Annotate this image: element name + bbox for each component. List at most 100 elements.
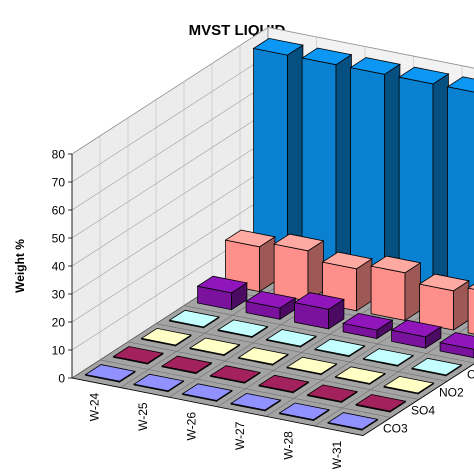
bar-top-face: [209, 365, 261, 383]
floor-gridline: [314, 322, 474, 427]
bar-top-face: [342, 312, 394, 331]
bar-top-face: [112, 346, 164, 364]
bar: [278, 402, 330, 422]
bar: [181, 383, 233, 403]
depth-label: CO3: [383, 422, 408, 436]
bar-top-face: [411, 357, 463, 376]
bar-top-face: [383, 375, 435, 394]
bar: [196, 275, 248, 311]
bar-top-face: [258, 374, 310, 393]
bar-top-face: [196, 275, 248, 294]
y-axis-label: Weight %: [13, 239, 27, 293]
bar-top-face: [189, 337, 241, 356]
depth-label: SO4: [411, 404, 435, 418]
y-tick-label: 60: [52, 204, 66, 218]
y-tick-label: 0: [58, 372, 65, 386]
bar-top-face: [217, 319, 269, 337]
bar-top-face: [168, 309, 220, 328]
bar-front-face: [273, 243, 309, 302]
bar: [286, 356, 338, 376]
bar-top-face: [446, 76, 474, 93]
bar: [84, 364, 136, 383]
bar-side-face: [432, 73, 449, 304]
category-label: W-31: [330, 440, 344, 469]
bar: [230, 392, 282, 412]
bar-top-face: [301, 47, 353, 66]
bar: [293, 292, 345, 330]
bar-top-face: [334, 366, 386, 384]
bar: [168, 309, 220, 329]
bar-front-face: [419, 283, 454, 331]
depth-label: NO2: [439, 385, 464, 399]
bar: [362, 348, 414, 367]
bar-top-face: [161, 355, 213, 374]
bar-top-face: [293, 292, 345, 310]
y-tick-label: 50: [52, 232, 66, 246]
y-tick-label: 20: [52, 316, 66, 330]
bar-side-face: [335, 53, 352, 284]
bar-top-face: [265, 329, 317, 347]
bar: [245, 290, 297, 321]
bar-top-face: [224, 229, 276, 248]
bar: [467, 283, 474, 335]
y-tick-label: 80: [52, 148, 66, 162]
bar: [349, 57, 401, 294]
bar: [314, 338, 366, 358]
bar: [334, 366, 386, 386]
axis-labels: 0 10 20 30 40 50 60 70 80 W-24 W-25 W-26 W-27 W-28 W-3…: [52, 148, 474, 469]
bar-top-face: [418, 273, 470, 292]
bar: [306, 384, 358, 404]
bars: [84, 37, 474, 431]
bar-top-face: [327, 412, 379, 430]
bar-top-face: [286, 356, 338, 375]
bar: [265, 329, 317, 348]
bar: [140, 327, 192, 347]
bar-top-face: [133, 373, 185, 392]
bar: [258, 374, 310, 394]
y-tick-label: 70: [52, 176, 66, 190]
bar-top-face: [273, 233, 325, 252]
bar: [383, 375, 435, 395]
bar-top-face: [390, 319, 442, 338]
x-axis-line: [71, 377, 364, 436]
category-label: W-25: [136, 402, 150, 431]
bar: [224, 229, 276, 293]
bar-top-face: [398, 66, 450, 85]
bar-top-face: [306, 384, 358, 402]
bar-top-face: [237, 347, 289, 365]
bar-top-face: [181, 383, 233, 401]
y-tick-label: 10: [52, 344, 66, 358]
bar-front-face: [370, 265, 406, 321]
bar: [390, 319, 442, 349]
bar: [301, 47, 353, 284]
bar: [439, 332, 474, 359]
bar: [355, 394, 407, 413]
bar: [342, 312, 394, 340]
z-axis-line: [362, 363, 474, 436]
bar-top-face: [362, 348, 414, 366]
y-tick-label: 30: [52, 288, 66, 302]
bar: [217, 319, 269, 339]
bar: [112, 346, 164, 365]
bar-top-face: [370, 255, 422, 274]
bar-top-face: [467, 283, 474, 290]
depth-label: Cl: [467, 367, 474, 381]
bar: [446, 76, 474, 311]
category-label: W-28: [281, 431, 295, 460]
bar-side-face: [307, 240, 324, 302]
bar: [273, 233, 325, 302]
bar-top-face: [439, 332, 474, 350]
bar: [237, 347, 289, 366]
bar-top-face: [321, 251, 373, 270]
bar-top-face: [140, 327, 192, 346]
bar: [189, 337, 241, 357]
bar: [133, 373, 185, 393]
bar-top-face: [245, 290, 297, 309]
bar: [370, 255, 422, 322]
bar: [252, 37, 304, 275]
bar-top-face: [252, 37, 304, 56]
bar-top-face: [278, 402, 330, 421]
bar: [418, 273, 470, 331]
bar-top-face: [349, 57, 401, 75]
